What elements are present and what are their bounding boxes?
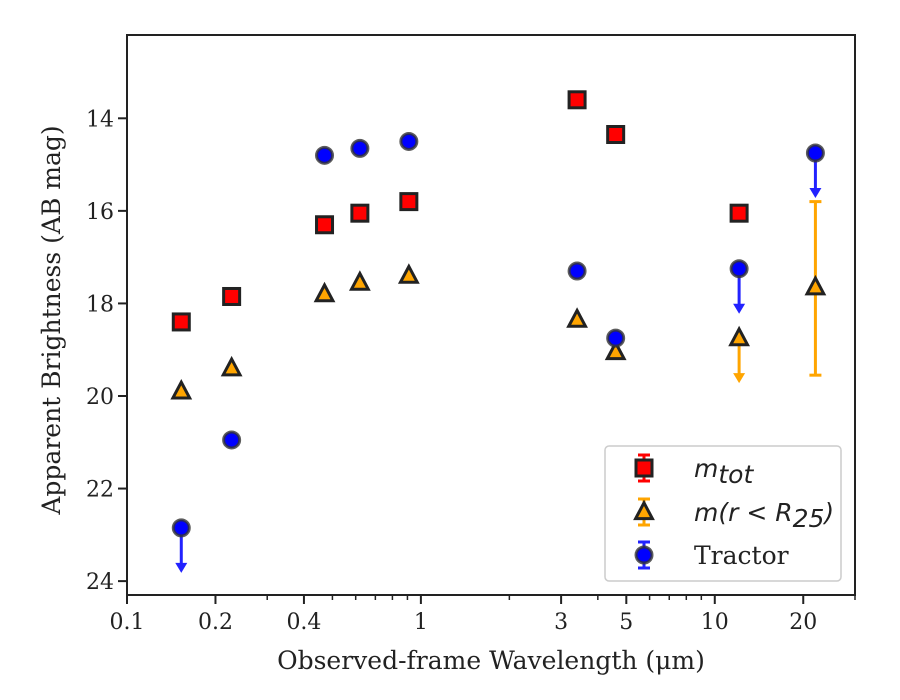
upper-limit-arrowhead xyxy=(733,303,746,314)
triangle-marker xyxy=(566,307,588,328)
triangle-marker xyxy=(604,339,627,361)
x-tick-label: 3 xyxy=(554,610,568,635)
circle-marker xyxy=(606,328,626,348)
legend-label-2: Tractor xyxy=(694,541,789,570)
upper-limit-arrowhead xyxy=(733,373,746,384)
series-2 xyxy=(171,131,825,573)
y-tick-label: 22 xyxy=(86,478,114,503)
triangle-marker xyxy=(728,325,751,347)
circle-marker xyxy=(315,145,335,165)
x-tick-label: 0.2 xyxy=(198,610,233,635)
legend-triangle-marker xyxy=(633,499,655,521)
y-tick-label: 20 xyxy=(86,385,114,410)
circle-marker xyxy=(805,143,825,163)
triangle-marker xyxy=(397,263,420,284)
x-tick-label: 0.1 xyxy=(110,610,145,635)
series-0 xyxy=(171,90,749,332)
square-marker xyxy=(222,286,242,306)
upper-limit-arrowhead xyxy=(809,188,822,199)
x-tick-label: 20 xyxy=(789,610,817,635)
upper-limit-arrowhead xyxy=(175,562,188,573)
x-tick-label: 10 xyxy=(701,610,729,635)
y-tick-label: 16 xyxy=(86,200,114,225)
circle-marker xyxy=(567,261,587,281)
x-tick-label: 1 xyxy=(414,610,428,635)
circle-marker xyxy=(729,259,749,279)
circle-marker xyxy=(350,138,370,158)
legend-box xyxy=(604,445,842,582)
triangle-marker xyxy=(220,355,243,377)
x-tick-label: 0.4 xyxy=(286,610,321,635)
triangle-marker xyxy=(313,281,336,303)
triangle-marker xyxy=(804,274,827,296)
square-marker xyxy=(315,215,335,235)
circle-marker xyxy=(222,430,242,450)
data-marks xyxy=(170,90,827,573)
series-1 xyxy=(170,200,827,400)
axis-ticks: 0.1 0.2 0.4 1 3 5 10 20 14 16 18 20 22 24 xyxy=(86,107,856,635)
y-tick-label: 14 xyxy=(86,107,114,132)
y-tick-label: 18 xyxy=(86,292,114,317)
square-marker xyxy=(171,312,191,332)
square-marker xyxy=(729,203,749,223)
legend-square-marker xyxy=(634,458,654,478)
y-axis-label: Apparent Brightness (AB mag) xyxy=(37,125,66,515)
triangle-marker xyxy=(170,378,193,400)
legend: mtot m(r < R25) Tractor xyxy=(604,445,842,582)
square-marker xyxy=(350,203,370,223)
x-tick-label: 5 xyxy=(619,610,633,635)
square-marker xyxy=(567,90,587,110)
legend-label-1: m(r < R25) xyxy=(694,498,834,533)
legend-circle-marker xyxy=(634,545,654,565)
legend-label-0: mtot xyxy=(694,454,754,489)
triangle-marker xyxy=(348,270,371,291)
circle-marker xyxy=(399,131,419,151)
x-axis-label: Observed-frame Wavelength (μm) xyxy=(277,646,705,675)
y-tick-label: 24 xyxy=(86,570,114,595)
square-marker xyxy=(606,125,626,145)
square-marker xyxy=(399,192,419,212)
circle-marker xyxy=(171,518,191,538)
